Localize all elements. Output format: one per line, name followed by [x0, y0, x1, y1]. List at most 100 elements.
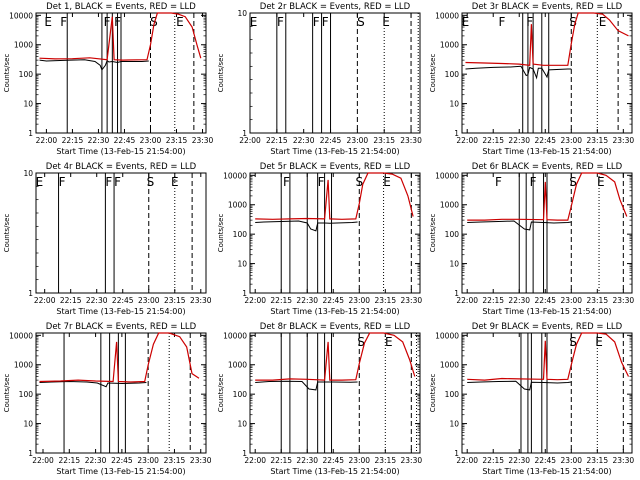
- x-tick-label: 23:15: [586, 296, 608, 305]
- x-tick-label: 22:45: [112, 296, 134, 305]
- x-tick-label: 22:30: [508, 296, 530, 305]
- detector-panel-2: Det 2r BLACK = Events, RED = LLD Counts/s…: [217, 2, 422, 156]
- flag-letter: F: [313, 15, 320, 29]
- y-tick-label: 1000: [440, 361, 459, 370]
- panel-title: Det 6r BLACK = Events, RED = LLD: [472, 162, 623, 172]
- y-tick-label: 10: [449, 260, 459, 269]
- flag-letter: E: [250, 15, 258, 29]
- x-tick-label: 23:30: [401, 456, 423, 465]
- x-tick-label: 22:45: [322, 296, 344, 305]
- flag-letter: E: [36, 175, 44, 189]
- y-tick-label: 100: [445, 230, 460, 239]
- panel-title: Det 7r BLACK = Events, RED = LLD: [46, 322, 197, 332]
- detector-panel-9: Det 9r BLACK = Events, RED = LLD Counts/s…: [429, 322, 634, 476]
- panel-title: Det 9r BLACK = Events, RED = LLD: [472, 322, 623, 332]
- flag-letter: S: [357, 15, 365, 29]
- y-tick-label: 10: [237, 9, 247, 18]
- flag-letter: S: [150, 15, 158, 29]
- x-tick-label: 23:30: [613, 296, 635, 305]
- x-tick-label: 22:30: [296, 456, 318, 465]
- x-tick-label: 23:00: [560, 456, 582, 465]
- events-series-line: [255, 220, 358, 232]
- x-tick-label: 23:30: [190, 296, 212, 305]
- flag-letter: E: [176, 15, 184, 29]
- y-tick-label: 1000: [228, 201, 247, 210]
- x-tick-label: 23:00: [348, 296, 370, 305]
- plot-frame: [249, 12, 421, 134]
- lld-series-line: [467, 172, 628, 221]
- x-tick-label: 22:15: [482, 456, 504, 465]
- plot-frame: [249, 172, 421, 294]
- x-axis-label: Start Time (13-Feb-15 21:54:00): [56, 147, 185, 156]
- x-tick-label: 22:45: [534, 136, 556, 145]
- y-tick-label: 1: [454, 289, 459, 298]
- x-tick-label: 22:45: [111, 456, 133, 465]
- x-tick-label: 22:15: [482, 296, 504, 305]
- x-axis-label: Start Time (13-Feb-15 21:54:00): [270, 467, 399, 476]
- detector-panel-8: Det 8r BLACK = Events, RED = LLD Counts/s…: [217, 322, 422, 476]
- panel-title: Det 1, BLACK = Events, RED = LLD: [46, 2, 196, 12]
- y-axis-label: Counts/sec: [429, 214, 437, 253]
- y-axis-label: Counts/sec: [217, 374, 225, 413]
- y-tick-label: 100: [19, 70, 34, 79]
- y-tick-label: 10: [23, 169, 33, 178]
- flag-letter: E: [599, 15, 607, 29]
- flag-letter: F: [105, 175, 112, 189]
- detector-panel-1: Det 1, BLACK = Events, RED = LLD Counts/s…: [3, 2, 214, 156]
- flag-letter: S: [355, 175, 363, 189]
- flag-letter: E: [385, 335, 393, 349]
- x-axis-label: Start Time (13-Feb-15 21:54:00): [56, 467, 185, 476]
- x-tick-label: 22:00: [32, 456, 54, 465]
- x-tick-label: 22:45: [322, 456, 344, 465]
- flag-letter: E: [462, 15, 470, 29]
- y-tick-label: 100: [233, 230, 248, 239]
- detector-panel-5: Det 5r BLACK = Events, RED = LLD Counts/s…: [217, 162, 422, 316]
- panel-title: Det 4r BLACK = Events, RED = LLD: [46, 162, 197, 172]
- y-tick-label: 10000: [9, 331, 33, 340]
- x-tick-label: 22:00: [456, 296, 478, 305]
- flag-letter: S: [147, 175, 155, 189]
- y-tick-label: 10: [449, 420, 459, 429]
- events-series-line: [467, 220, 572, 231]
- plot-frame: [461, 12, 633, 134]
- flag-letter: F: [59, 175, 66, 189]
- x-tick-label: 23:00: [138, 296, 160, 305]
- x-tick-label: 22:30: [508, 136, 530, 145]
- flag-letter: F: [283, 175, 290, 189]
- detector-panel-3: Det 3r BLACK = Events, RED = LLD Counts/s…: [429, 2, 634, 156]
- flag-letter: F: [277, 15, 284, 29]
- y-tick-label: 10000: [223, 171, 247, 180]
- x-tick-label: 22:30: [86, 296, 108, 305]
- x-tick-label: 22:00: [244, 296, 266, 305]
- y-tick-label: 1000: [14, 41, 33, 50]
- y-tick-label: 10000: [435, 11, 459, 20]
- y-tick-label: 100: [19, 390, 34, 399]
- y-tick-label: 10: [237, 420, 247, 429]
- y-tick-label: 100: [445, 390, 460, 399]
- x-tick-label: 23:00: [348, 456, 370, 465]
- y-axis-label: Counts/sec: [3, 374, 11, 413]
- lld-series-line: [467, 332, 630, 381]
- plot-frame: [249, 332, 421, 454]
- flag-letter: E: [171, 175, 179, 189]
- panel-title: Det 5r BLACK = Events, RED = LLD: [260, 162, 411, 172]
- lld-series-line: [465, 12, 629, 66]
- flag-letter: F: [318, 175, 325, 189]
- events-series-line: [39, 380, 147, 388]
- flag-letter: S: [569, 15, 577, 29]
- x-tick-label: 23:00: [137, 456, 159, 465]
- x-tick-label: 22:30: [85, 456, 107, 465]
- y-tick-label: 10000: [223, 331, 247, 340]
- x-tick-label: 22:15: [270, 296, 292, 305]
- detector-panel-7: Det 7r BLACK = Events, RED = LLD Counts/s…: [3, 322, 212, 476]
- x-tick-label: 23:15: [373, 136, 395, 145]
- flag-letter: S: [357, 335, 365, 349]
- y-tick-label: 100: [233, 390, 248, 399]
- x-tick-label: 22:30: [508, 456, 530, 465]
- x-tick-label: 23:15: [164, 456, 186, 465]
- flag-letter: E: [44, 15, 52, 29]
- panel-title: Det 3r BLACK = Events, RED = LLD: [472, 2, 623, 12]
- flag-letter: F: [104, 15, 111, 29]
- lld-series-line: [39, 12, 202, 61]
- x-tick-label: 22:45: [114, 136, 136, 145]
